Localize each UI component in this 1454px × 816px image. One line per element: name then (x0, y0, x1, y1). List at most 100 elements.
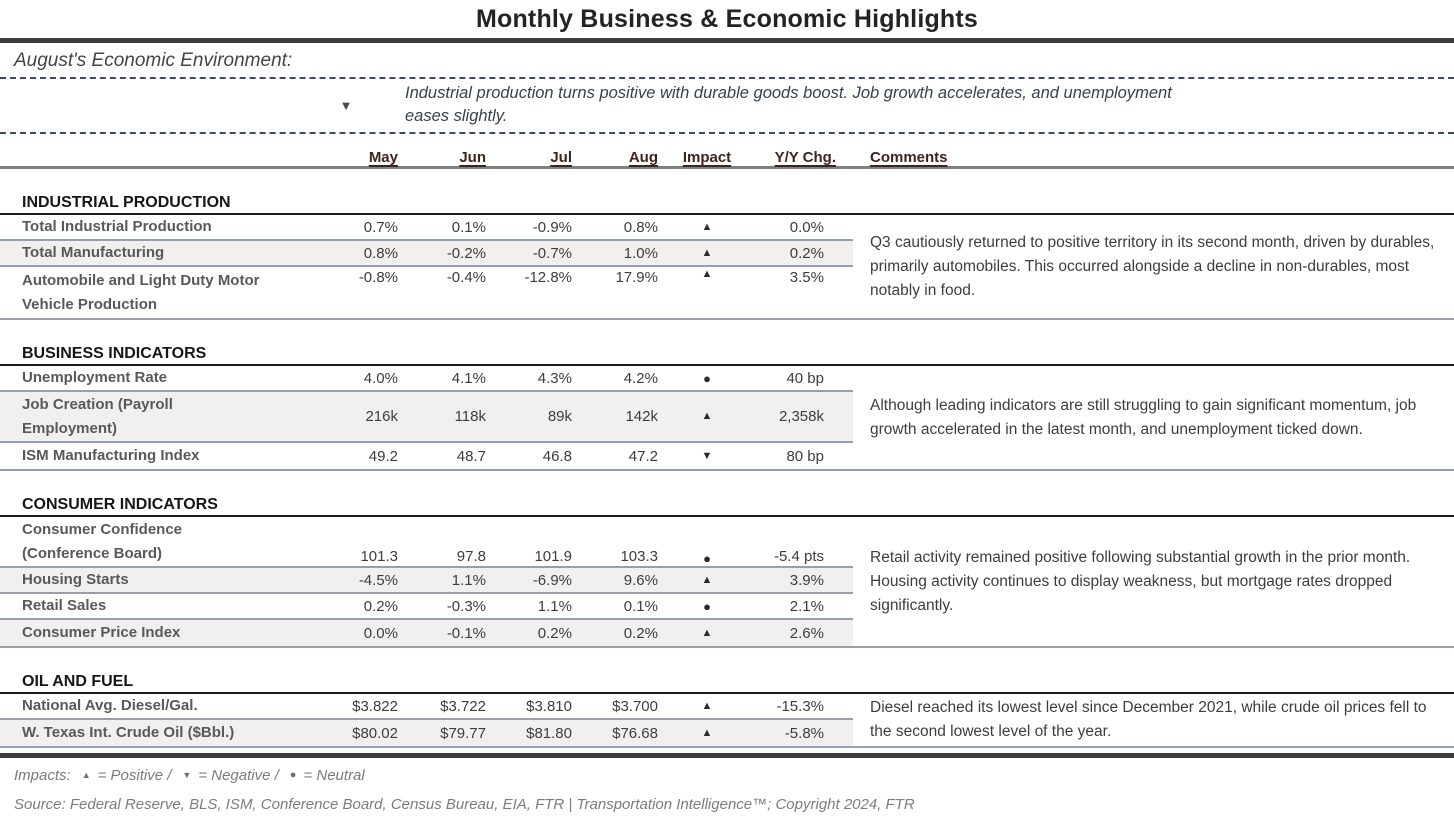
impact-down-icon: ▼ (701, 449, 713, 462)
table-row: ISM Manufacturing Index 49.2 48.7 46.8 47.2 ▼… (0, 443, 853, 469)
value-aug: 9.6% (623, 571, 658, 589)
value-yy-chg: -5.8% (784, 724, 824, 742)
value-aug: 103.3 (620, 548, 658, 565)
row-label: Unemployment Rate (22, 369, 168, 386)
row-label: Total Manufacturing (22, 244, 165, 261)
table-row: Automobile and Light Duty Motor Vehicle … (0, 267, 853, 318)
impact-neutral-icon: ● (289, 769, 297, 781)
value-jun: 4.1% (451, 369, 486, 387)
value-jun: $79.77 (440, 724, 486, 742)
value-yy-chg: 40 bp (786, 369, 824, 387)
impact-cell: ▼ (658, 443, 756, 469)
value-yy-chg: 3.5% (789, 269, 824, 286)
row-label: Consumer Confidence (Conference Board) (22, 520, 183, 562)
value-aug: 0.8% (623, 218, 658, 236)
table-section: OIL AND FUEL National Avg. Diesel/Gal. $3.… (0, 666, 1454, 748)
value-jul: 4.3% (537, 369, 572, 387)
value-jul: -12.8% (524, 269, 572, 286)
section-rows: Total Industrial Production 0.7% 0.1% -0.9%… (0, 215, 853, 318)
column-header-aug: Aug (628, 149, 658, 166)
column-header-comments: Comments (870, 149, 948, 166)
value-yy-chg: 2,358k (778, 408, 824, 425)
value-yy-chg: 0.0% (789, 218, 824, 236)
impact-up-icon: ▲ (701, 726, 713, 739)
table-row: Consumer Price Index 0.0% -0.1% 0.2% 0.2% ▲ 2.… (0, 620, 853, 646)
row-label: National Avg. Diesel/Gal. (22, 697, 198, 714)
impact-neutral-icon: ● (703, 370, 711, 386)
table-section: CONSUMER INDICATORS Consumer Confidence (… (0, 489, 1454, 648)
section-body: Unemployment Rate 4.0% 4.1% 4.3% 4.2% ● 40 bp J… (0, 366, 1454, 471)
value-aug: 17.9% (615, 269, 658, 286)
value-may: 0.0% (363, 624, 398, 642)
impact-legend-text: = Neutral (303, 767, 365, 784)
impact-cell: ▲ (658, 392, 756, 441)
value-jun: 118k (454, 408, 486, 425)
value-may: $3.822 (352, 697, 398, 715)
value-jun: -0.4% (446, 269, 486, 286)
impact-legend: Impacts: ▲ = Positive / ▼ = Negative / ● = Neu… (0, 758, 1454, 784)
impact-cell: ▲ (658, 241, 756, 265)
impact-legend-label: Impacts: (14, 767, 71, 784)
value-jun: 97.8 (456, 548, 486, 565)
source-line: Source: Federal Reserve, BLS, ISM, Confe… (14, 796, 915, 813)
value-may: 49.2 (368, 447, 398, 465)
table-row: Total Manufacturing 0.8% -0.2% -0.7% 1.0% ▲ 0.… (0, 241, 853, 267)
value-jun: $3.722 (440, 697, 486, 715)
value-jul: 1.1% (537, 597, 572, 615)
value-yy-chg: 0.2% (789, 244, 824, 262)
row-label: Consumer Price Index (22, 624, 181, 641)
column-header-may: May (368, 149, 398, 166)
table-row: Total Industrial Production 0.7% 0.1% -0.9%… (0, 215, 853, 241)
value-jul: -0.7% (532, 244, 572, 262)
value-may: 101.3 (360, 548, 398, 565)
table-row: National Avg. Diesel/Gal. $3.822 $3.722 $3.… (0, 694, 853, 720)
section-title: OIL AND FUEL (0, 666, 1454, 694)
value-jul: 89k (547, 408, 572, 425)
section-comment: Diesel reached its lowest level since De… (870, 699, 1427, 740)
value-aug: 142k (625, 408, 658, 425)
impact-neutral-icon: ● (703, 551, 711, 566)
table-row: Unemployment Rate 4.0% 4.1% 4.3% 4.2% ● 40 bp (0, 366, 853, 392)
value-may: 0.7% (363, 218, 398, 236)
column-header-yy-chg: Y/Y Chg. (774, 149, 836, 166)
value-jul: 101.9 (534, 548, 572, 565)
section-rows: National Avg. Diesel/Gal. $3.822 $3.722 $3.… (0, 694, 853, 746)
row-label: Automobile and Light Duty Motor Vehicle … (22, 271, 260, 313)
value-yy-chg: -5.4 pts (773, 548, 824, 565)
impact-up-icon: ▲ (701, 268, 713, 280)
section-rows: Consumer Confidence (Conference Board) 10… (0, 517, 853, 646)
value-jun: 1.1% (451, 571, 486, 589)
title-rule (0, 38, 1454, 43)
env-heading-band: August's Economic Environment: (0, 43, 1454, 79)
impact-up-icon: ▲ (701, 246, 713, 259)
value-aug: $76.68 (612, 724, 658, 742)
intro-text: Industrial production turns positive wit… (405, 84, 1172, 125)
triangle-down-bullet-icon: ▼ (339, 97, 353, 113)
row-label: Retail Sales (22, 597, 107, 614)
impact-cell: ● (658, 517, 756, 566)
impact-up-icon: ▲ (701, 626, 713, 639)
table-row: Consumer Confidence (Conference Board) 10… (0, 517, 853, 568)
impact-up-icon: ▲ (701, 410, 713, 422)
section-comment: Q3 cautiously returned to positive terri… (870, 233, 1435, 299)
row-label: Job Creation (Payroll Employment) (22, 395, 173, 437)
value-aug: $3.700 (612, 697, 658, 715)
impact-cell: ● (658, 366, 756, 390)
impact-up-icon: ▲ (701, 220, 713, 233)
impact-legend-items: ▲ = Positive / ▼ = Negative / ● = Neutral (71, 767, 365, 784)
value-aug: 0.2% (623, 624, 658, 642)
value-jul: 46.8 (542, 447, 572, 465)
value-may: -0.8% (358, 269, 398, 286)
section-title: CONSUMER INDICATORS (0, 489, 1454, 517)
column-header-jul: Jul (550, 149, 572, 166)
value-may: -4.5% (358, 571, 398, 589)
value-yy-chg: 80 bp (786, 447, 824, 465)
section-body: Total Industrial Production 0.7% 0.1% -0.9%… (0, 215, 1454, 320)
impact-legend-text: = Positive / (97, 767, 172, 784)
page-title: Monthly Business & Economic Highlights (475, 5, 979, 33)
table-row: Housing Starts -4.5% 1.1% -6.9% 9.6% ▲ 3.9% (0, 568, 853, 594)
impact-cell: ▲ (658, 267, 756, 318)
header-rule (0, 166, 1454, 169)
table-section: INDUSTRIAL PRODUCTION Total Industrial Pr… (0, 187, 1454, 320)
section-comment: Although leading indicators are still st… (870, 396, 1417, 438)
